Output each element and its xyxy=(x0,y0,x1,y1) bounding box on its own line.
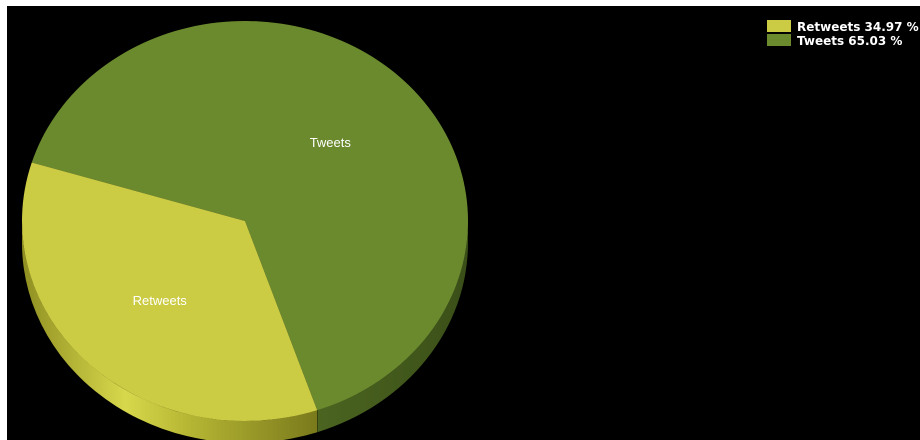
slice-retweets[interactable] xyxy=(21,162,318,421)
slice-label-retweets: Retweets xyxy=(133,293,188,308)
slice-side-tweets xyxy=(317,221,468,433)
slice-side-retweets xyxy=(22,222,318,440)
chart-frame: Tweets Retweets Retweets 34.97 % Tweets 65… xyxy=(7,6,920,440)
pie-side-group xyxy=(22,221,468,440)
legend: Retweets 34.97 %Tweets 65.03 % xyxy=(767,20,919,48)
legend-label-tweets: Tweets 65.03 % xyxy=(797,34,902,48)
legend-swatch-retweets xyxy=(767,20,791,32)
legend-label-retweets: Retweets 34.97 % xyxy=(797,20,919,34)
pie-chart: Tweets Retweets Retweets 34.97 %Tweets 65… xyxy=(21,20,919,440)
slice-label-tweets: Tweets xyxy=(310,135,352,150)
pie-labels-group: Tweets Retweets xyxy=(133,135,352,308)
legend-swatch-tweets xyxy=(767,34,791,46)
slice-tweets[interactable] xyxy=(31,20,468,411)
pie-top-group xyxy=(21,20,468,421)
